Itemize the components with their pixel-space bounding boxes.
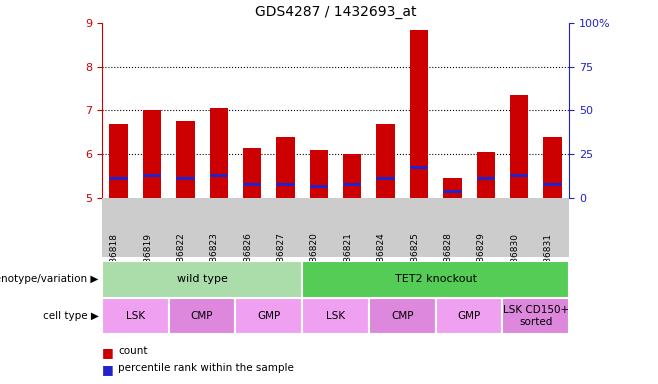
Bar <box>410 30 428 198</box>
Text: LSK: LSK <box>326 311 345 321</box>
Bar <box>476 152 495 198</box>
Bar <box>343 154 361 198</box>
Bar <box>310 150 328 198</box>
Text: LSK CD150+
sorted: LSK CD150+ sorted <box>503 305 569 327</box>
Bar <box>410 166 428 169</box>
Text: TET2 knockout: TET2 knockout <box>395 274 476 285</box>
Bar <box>276 137 295 198</box>
Bar <box>302 261 569 298</box>
Bar <box>510 174 528 177</box>
Bar <box>276 183 295 186</box>
Text: count: count <box>118 346 148 356</box>
Bar <box>243 183 261 186</box>
Bar <box>302 298 369 334</box>
Bar <box>503 298 569 334</box>
Bar <box>343 183 361 186</box>
Bar <box>102 298 168 334</box>
Bar <box>544 137 562 198</box>
Text: genotype/variation ▶: genotype/variation ▶ <box>0 274 99 285</box>
Bar <box>109 177 128 180</box>
Bar <box>102 261 302 298</box>
Bar <box>436 298 503 334</box>
Text: LSK: LSK <box>126 311 145 321</box>
Text: GMP: GMP <box>257 311 280 321</box>
Text: CMP: CMP <box>191 311 213 321</box>
Bar <box>143 174 161 177</box>
Bar <box>376 177 395 180</box>
Bar <box>476 177 495 180</box>
Bar <box>210 174 228 177</box>
Bar <box>210 108 228 198</box>
Bar <box>376 124 395 198</box>
Text: wild type: wild type <box>176 274 228 285</box>
Text: CMP: CMP <box>391 311 414 321</box>
Bar <box>369 298 436 334</box>
Text: ■: ■ <box>102 363 114 376</box>
Text: cell type ▶: cell type ▶ <box>43 311 99 321</box>
Text: ■: ■ <box>102 346 114 359</box>
Text: percentile rank within the sample: percentile rank within the sample <box>118 363 294 373</box>
Bar <box>510 95 528 198</box>
Bar <box>243 147 261 198</box>
Bar <box>443 190 461 193</box>
Bar <box>310 185 328 189</box>
Bar <box>544 183 562 186</box>
Bar <box>176 177 195 180</box>
Bar <box>443 178 461 198</box>
Bar <box>176 121 195 198</box>
Bar <box>109 124 128 198</box>
Text: GMP: GMP <box>457 311 481 321</box>
Bar <box>168 298 236 334</box>
Bar <box>236 298 302 334</box>
Title: GDS4287 / 1432693_at: GDS4287 / 1432693_at <box>255 5 417 19</box>
Bar <box>143 111 161 198</box>
